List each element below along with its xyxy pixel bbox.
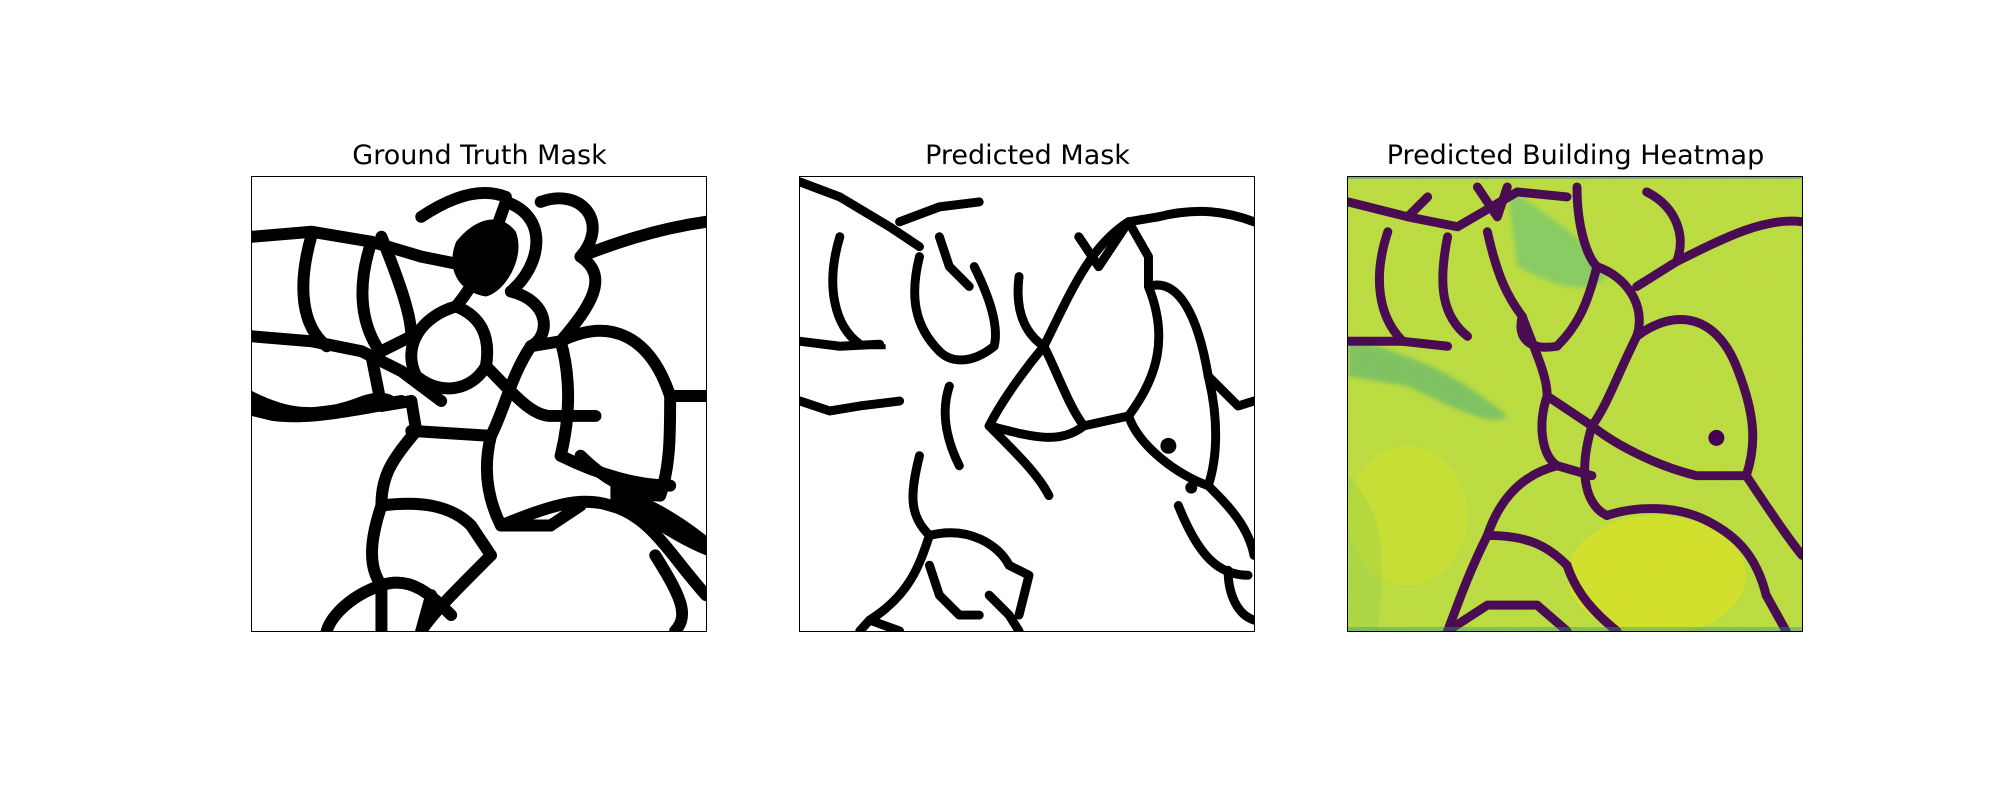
ground-truth-title: Ground Truth Mask	[251, 140, 708, 172]
ground-truth-mask-image	[251, 176, 707, 632]
predicted-mask-title: Predicted Mask	[799, 140, 1256, 172]
heatmap-title: Predicted Building Heatmap	[1347, 140, 1804, 172]
predicted-heatmap-image	[1347, 176, 1803, 632]
predicted-mask-image	[799, 176, 1255, 632]
